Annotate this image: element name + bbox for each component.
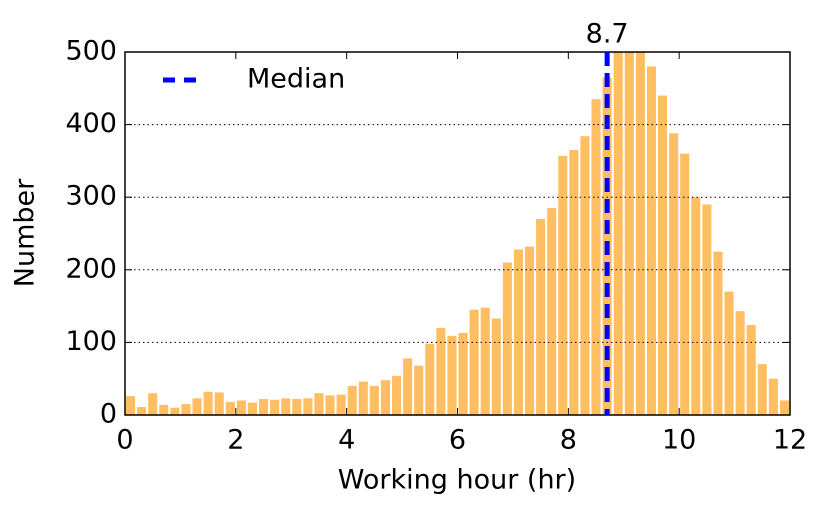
bar (303, 398, 313, 415)
bar (513, 249, 523, 415)
bar (369, 385, 379, 415)
bar (768, 378, 778, 415)
bar (624, 52, 634, 415)
bar (569, 150, 579, 415)
x-axis-label: Working hour (hr) (338, 465, 576, 496)
bar (779, 400, 789, 415)
bar (691, 197, 701, 415)
y-axis-label: Number (10, 178, 41, 287)
median-label: 8.7 (586, 19, 629, 50)
bar (558, 155, 568, 415)
bar (259, 399, 269, 415)
bar (735, 311, 745, 415)
bar (358, 381, 368, 415)
y-tick-label: 0 (100, 399, 117, 430)
bar (137, 407, 147, 415)
bar (646, 66, 656, 415)
y-tick-label: 300 (65, 181, 117, 212)
x-tick-label: 6 (449, 425, 466, 456)
bar (336, 394, 346, 415)
x-tick-label: 10 (662, 425, 696, 456)
x-tick-label: 4 (338, 425, 355, 456)
bar (236, 400, 246, 415)
legend-label: Median (247, 64, 345, 95)
bar (635, 52, 645, 415)
bar (536, 218, 546, 415)
bar (325, 395, 335, 415)
bar (392, 375, 402, 415)
bar (170, 407, 180, 415)
x-tick-label: 12 (773, 425, 807, 456)
bar (126, 396, 136, 415)
bar (680, 153, 690, 415)
x-tick-label: 2 (227, 425, 244, 456)
bar (458, 332, 468, 415)
bar (181, 404, 191, 415)
bar (148, 393, 158, 415)
bar (270, 399, 280, 415)
bar (225, 401, 235, 415)
bar (669, 133, 679, 415)
bar (491, 318, 501, 415)
plot-frame (124, 51, 791, 416)
y-tick-label: 500 (65, 36, 117, 67)
bar (414, 365, 424, 415)
bar (314, 393, 324, 415)
bar (547, 208, 557, 415)
bar (447, 335, 457, 415)
bar (347, 385, 357, 415)
bar (292, 399, 302, 415)
bar (525, 246, 535, 415)
bar (724, 291, 734, 415)
bars (126, 52, 789, 415)
bar (658, 95, 668, 415)
y-tick-label: 100 (65, 326, 117, 357)
bar (436, 327, 446, 415)
bar (502, 262, 512, 415)
bar (192, 398, 202, 415)
bar (480, 307, 490, 415)
bar (580, 136, 590, 415)
bar (214, 392, 224, 415)
bar (591, 99, 601, 415)
bar (425, 343, 435, 415)
bar (281, 398, 291, 415)
bar (757, 364, 767, 415)
x-tick-label: 8 (560, 425, 577, 456)
y-tick-label: 200 (65, 253, 117, 284)
bar (247, 402, 257, 415)
bar (469, 309, 479, 415)
bar (159, 404, 169, 415)
bar (403, 358, 413, 415)
x-tick-label: 0 (116, 425, 133, 456)
bar (713, 251, 723, 415)
bar (702, 204, 712, 415)
bar (380, 380, 390, 415)
y-tick-label: 400 (65, 108, 117, 139)
bar (613, 52, 623, 415)
bar (746, 324, 756, 415)
bar (203, 391, 213, 415)
